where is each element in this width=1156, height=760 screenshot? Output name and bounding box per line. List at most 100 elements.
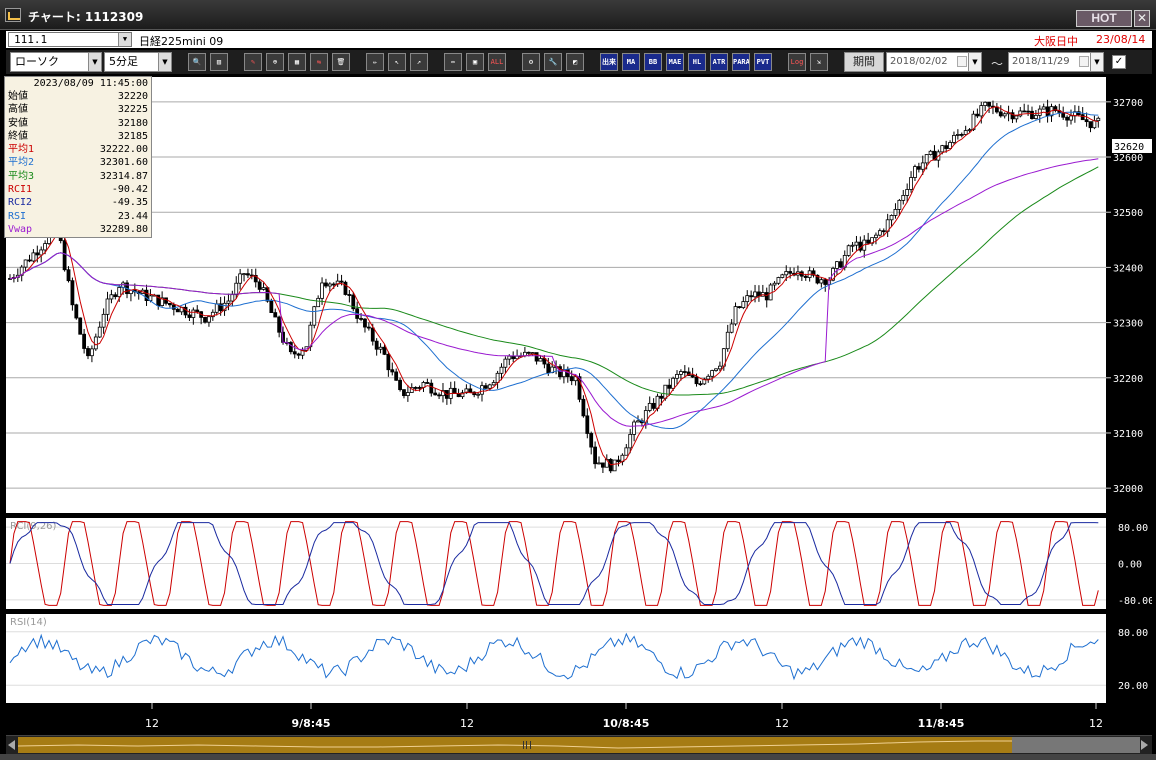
atr-button[interactable]: ATR xyxy=(710,53,728,71)
volume-button[interactable]: 出来 xyxy=(600,53,618,71)
price-tick-label: 32700 xyxy=(1113,98,1143,109)
pen-icon[interactable]: ✏ xyxy=(366,53,384,71)
bars-icon[interactable]: ⇔ xyxy=(444,53,462,71)
candle-body xyxy=(959,134,964,136)
rsi-tick-label: 80.00 xyxy=(1118,628,1148,639)
candle-body xyxy=(292,351,297,355)
rsi-pane-bg xyxy=(6,614,1106,703)
candle-body xyxy=(601,462,605,468)
candle-body xyxy=(296,353,301,356)
chevron-down-icon[interactable]: ▼ xyxy=(158,53,171,71)
all-button[interactable]: ALL xyxy=(488,53,506,71)
time-tick-label: 12 xyxy=(145,717,159,730)
candle-body xyxy=(874,234,878,239)
chevron-down-icon[interactable]: ▼ xyxy=(88,53,101,71)
candle-body xyxy=(277,316,282,333)
scroll-grip[interactable] xyxy=(523,741,531,749)
candle-body xyxy=(877,230,882,236)
symbol-name: 日経225mini 09 xyxy=(139,35,224,48)
wrench-icon[interactable]: 🔧 xyxy=(544,53,562,71)
apply-checkbox[interactable]: ✓ xyxy=(1112,55,1126,69)
candle-body xyxy=(682,371,687,373)
chevron-down-icon[interactable]: ▼ xyxy=(1090,53,1103,71)
calendar-icon[interactable] xyxy=(1079,56,1089,67)
chevron-down-icon[interactable]: ▼ xyxy=(968,53,981,71)
candle-body xyxy=(1037,108,1042,116)
candle-body xyxy=(905,189,910,196)
candle-body xyxy=(1010,112,1015,120)
info-value: 23.44 xyxy=(117,210,148,222)
rci-tick-label: 80.00 xyxy=(1118,523,1148,534)
grid-icon[interactable]: ▦ xyxy=(288,53,306,71)
vwap-line xyxy=(9,158,1099,427)
scroll-left-icon[interactable] xyxy=(8,740,15,750)
candle-body xyxy=(464,388,469,394)
chart-type-select[interactable]: ローソク ▼ xyxy=(10,52,102,72)
info-label: Vwap xyxy=(8,223,33,235)
date-range-separator: 〜 xyxy=(991,57,1004,71)
interval-value: 5分足 xyxy=(109,55,138,68)
time-scrollbar[interactable] xyxy=(6,735,1152,754)
chart-app-icon xyxy=(5,8,21,22)
candle-body xyxy=(226,300,231,304)
draw-icon[interactable]: ✎ xyxy=(244,53,262,71)
log-button[interactable]: Log xyxy=(788,53,806,71)
calendar-icon[interactable] xyxy=(957,56,967,67)
scroll-track-rest[interactable] xyxy=(1012,737,1140,753)
pointer-icon[interactable]: ↖ xyxy=(388,53,406,71)
candle-body xyxy=(413,387,418,389)
date-from-input[interactable]: 2018/02/02 ▼ xyxy=(886,52,982,72)
candle-body xyxy=(27,259,32,262)
box-icon[interactable]: ▣ xyxy=(466,53,484,71)
info-value: 32301.60 xyxy=(99,157,148,169)
candle-body xyxy=(452,387,457,394)
candle-body xyxy=(402,389,406,397)
search-icon[interactable]: 🔍 xyxy=(188,53,206,71)
info-label: 安値 xyxy=(8,117,28,129)
trash-icon[interactable]: 🗑 xyxy=(332,53,350,71)
export-icon[interactable]: ⇲ xyxy=(810,53,828,71)
date-to-input[interactable]: 2018/11/29 ▼ xyxy=(1008,52,1104,72)
palette-icon[interactable]: ◩ xyxy=(566,53,584,71)
pvt-button[interactable]: PVT xyxy=(754,53,772,71)
bb-button[interactable]: BB xyxy=(644,53,662,71)
ma-button[interactable]: MA xyxy=(622,53,640,71)
layout-icon[interactable]: ▥ xyxy=(210,53,228,71)
candle-body xyxy=(967,129,972,132)
symbol-code-select[interactable]: 111.1 ▼ xyxy=(8,32,132,47)
candle-body xyxy=(667,384,672,389)
candle-body xyxy=(359,318,363,320)
info-label: RCI2 xyxy=(8,197,33,209)
chart-area[interactable]: 32000 32100 32200 32300 32400 32500 32600 32700… xyxy=(6,77,1152,735)
interval-select[interactable]: 5分足 ▼ xyxy=(104,52,172,72)
price-tick-label: 32100 xyxy=(1113,429,1143,440)
period-button[interactable]: 期間 xyxy=(844,52,884,72)
window-title: チャート: 1112309 xyxy=(28,10,144,24)
scroll-right-icon[interactable] xyxy=(1141,740,1148,750)
arrow-icon[interactable]: ↗ xyxy=(410,53,428,71)
zoom-icon[interactable]: ⊕ xyxy=(266,53,284,71)
candle-body xyxy=(144,289,149,301)
hot-button[interactable]: HOT xyxy=(1076,10,1132,27)
scroll-thumb[interactable] xyxy=(18,737,1012,753)
price-chart-svg[interactable]: 32000 32100 32200 32300 32400 32500 32600 32700… xyxy=(6,77,1152,735)
close-icon[interactable]: ✕ xyxy=(1134,10,1150,27)
candle-body xyxy=(784,271,789,276)
candle-body xyxy=(191,309,196,318)
candle-body xyxy=(460,392,465,398)
gear-icon[interactable]: ⚙ xyxy=(522,53,540,71)
rci-tick-label: 0.00 xyxy=(1118,560,1142,571)
chevron-down-icon[interactable]: ▼ xyxy=(118,33,131,46)
hl-button[interactable]: HL xyxy=(688,53,706,71)
mae-button[interactable]: MAE xyxy=(666,53,684,71)
candle-body xyxy=(476,393,480,396)
candle-body xyxy=(324,282,328,287)
info-value: 32180 xyxy=(117,117,148,129)
candle-body xyxy=(1096,117,1101,122)
para-button[interactable]: PARA xyxy=(732,53,750,71)
flip-icon[interactable]: ⇆ xyxy=(310,53,328,71)
candle-body xyxy=(729,323,734,333)
candle-body xyxy=(538,358,543,362)
candle-body xyxy=(647,402,652,411)
candle-body xyxy=(70,280,75,306)
